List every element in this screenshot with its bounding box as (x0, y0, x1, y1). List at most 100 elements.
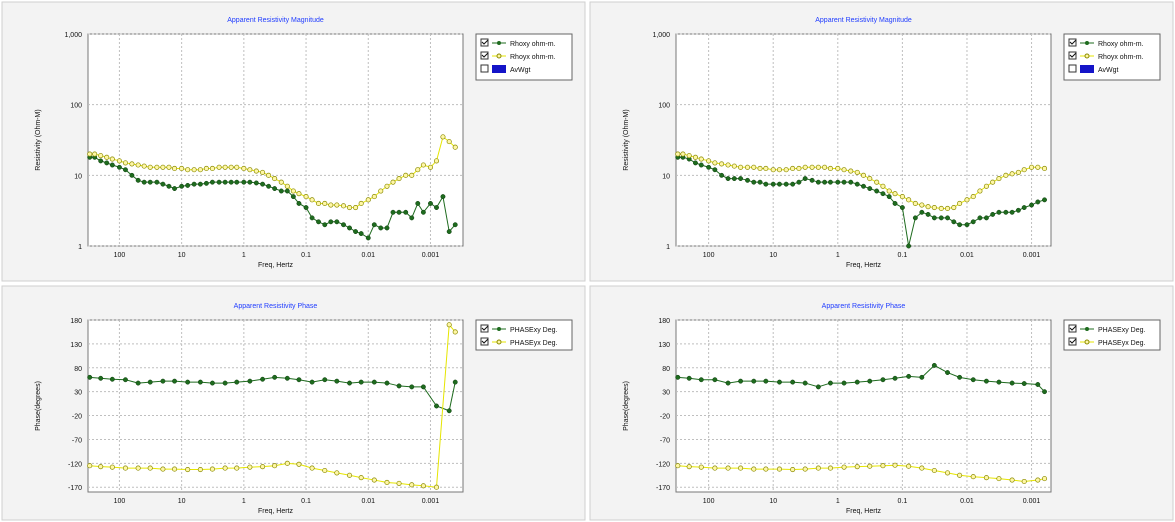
top-point-yx (790, 165, 796, 172)
top-point-yx (835, 165, 841, 172)
top-point-xy (983, 215, 989, 221)
top-point-yx (446, 139, 452, 145)
bottom-y-tick: 80 (74, 366, 82, 373)
top-point-yx (970, 194, 976, 200)
top-point-yx (938, 205, 944, 211)
top-ylabel: Resistivity (Ohm-M) (623, 109, 630, 170)
bottom-point-xy (957, 374, 963, 380)
bottom-point-yx (197, 466, 203, 473)
top-point-yx (731, 163, 737, 169)
top-title: Apparent Resistivity Magnitude (815, 17, 912, 24)
top-point-yx (315, 200, 322, 207)
top-point-yx (296, 191, 302, 197)
top-point-xy (296, 201, 302, 206)
bottom-point-xy (135, 380, 141, 386)
top-point-xy (1015, 207, 1021, 213)
top-point-xy (827, 179, 833, 185)
legend-checkbox (1068, 38, 1077, 47)
top-point-xy (931, 215, 937, 221)
top-point-yx (191, 167, 197, 173)
top-point-yx (977, 188, 983, 194)
bottom-point-xy (919, 374, 925, 380)
top-point-yx (290, 188, 296, 194)
top-point-xy (234, 179, 240, 185)
top-point-xy (1009, 209, 1015, 215)
check-icon (1069, 325, 1077, 331)
bottom-point-yx (815, 465, 821, 471)
top-point-xy (154, 179, 160, 185)
top-point-xy (253, 180, 259, 186)
top-point-yx (185, 167, 191, 173)
top-point-xy (1003, 209, 1009, 215)
legend-label: Rhoxy ohm-m. (1098, 41, 1144, 48)
bottom-point-xy (222, 380, 228, 386)
top-point-yx (957, 200, 963, 207)
top-point-xy (123, 167, 128, 173)
top-point-yx (340, 203, 347, 209)
bottom-point-xy (712, 377, 718, 383)
top-point-yx (384, 183, 390, 189)
bottom-point-xy (1021, 381, 1027, 386)
bottom-point-yx (247, 464, 253, 470)
top-point-yx (848, 168, 854, 174)
bottom-point-yx (919, 465, 925, 471)
top-point-xy (738, 176, 744, 182)
top-point-xy (415, 201, 421, 206)
top-point-xy (757, 179, 763, 185)
top-point-yx (179, 165, 185, 172)
top-point-xy (185, 182, 191, 188)
bottom-xlabel: Freq, Hertz (258, 508, 294, 515)
legend-checkbox (1068, 51, 1077, 60)
bottom-point-yx (1035, 477, 1041, 483)
bottom-point-yx (725, 465, 731, 471)
check-icon (481, 52, 489, 58)
top-y-tick: 1,000 (64, 32, 82, 39)
top-point-yx (216, 164, 222, 170)
top-point-xy (266, 183, 272, 189)
bottom-point-yx (867, 463, 873, 469)
top-point-yx (260, 169, 266, 175)
top-point-yx (763, 165, 769, 172)
bottom-point-xy (880, 377, 886, 383)
top-y-tick: 1 (78, 244, 82, 251)
bottom-point-xy (247, 378, 253, 384)
bottom-point-yx (185, 466, 191, 473)
top-point-yx (751, 164, 757, 170)
top-point-xy (990, 211, 996, 217)
bottom-point-xy (945, 370, 950, 376)
top-point-xy (446, 229, 452, 235)
bottom-x-tick: 10 (178, 498, 186, 505)
top-series-line-0 (677, 156, 1045, 247)
top-x-tick: 0.01 (361, 252, 375, 259)
check-icon (1069, 39, 1077, 45)
top-point-yx (770, 167, 776, 173)
top-point-yx (353, 205, 359, 211)
top-point-yx (409, 172, 415, 178)
bottom-point-xy (1035, 382, 1041, 387)
top-x-tick: 10 (178, 252, 186, 259)
bottom-title: Apparent Resistivity Phase (822, 303, 906, 310)
legend-checkbox (480, 64, 489, 73)
top-point-yx (420, 162, 426, 168)
top-point-xy (371, 222, 377, 228)
top-x-tick: 1 (836, 252, 840, 259)
top-point-xy (116, 164, 122, 170)
bottom-point-xy (197, 379, 203, 385)
top-point-yx (322, 200, 328, 207)
bottom-point-xy (751, 378, 757, 384)
top-point-xy (303, 205, 309, 211)
top-point-xy (822, 179, 828, 185)
top-point-yx (415, 167, 421, 173)
top-point-xy (892, 201, 898, 206)
bottom-point-yx (686, 464, 692, 470)
top-point-yx (303, 194, 309, 200)
bottom-y-tick: -170 (68, 485, 82, 492)
top-point-yx (874, 179, 880, 185)
top-point-xy (861, 183, 866, 189)
top-point-xy (420, 209, 426, 215)
top-point-yx (1041, 165, 1048, 172)
bottom-point-yx (675, 463, 681, 469)
bottom-point-yx (698, 464, 704, 470)
bottom-x-tick: 0.01 (361, 498, 375, 505)
chart-svg-right: 100 10 1 0.1 0.01 0.001 1 10 100 1,000 Apparent Re… (589, 1, 1174, 521)
